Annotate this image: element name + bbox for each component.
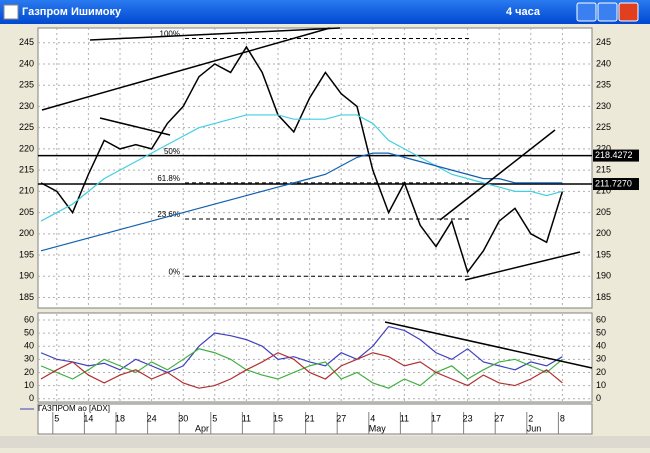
app-icon xyxy=(3,4,19,20)
series-line xyxy=(40,352,563,389)
y-tick-label: 240 xyxy=(596,58,611,68)
window-title: Газпром Ишимоку xyxy=(22,6,122,18)
maximize-button[interactable] xyxy=(597,2,618,22)
y-tick-label: 50 xyxy=(24,327,34,337)
x-tick-label: 17 xyxy=(431,413,441,423)
x-tick-label: 23 xyxy=(463,413,473,423)
x-tick-label: 5 xyxy=(54,413,59,423)
fib-label: 0% xyxy=(168,267,180,276)
x-tick-label: 8 xyxy=(560,413,565,423)
trend-line xyxy=(41,27,331,111)
level-tag xyxy=(593,149,639,162)
series-line xyxy=(40,325,563,374)
x-tick-label: 11 xyxy=(400,413,409,423)
y-tick-label: 185 xyxy=(19,292,34,302)
scrollbar[interactable] xyxy=(0,436,650,448)
y-tick-label: 60 xyxy=(24,314,34,324)
date-axis xyxy=(37,403,593,435)
y-tick-label: 40 xyxy=(24,341,34,351)
y-tick-label: 30 xyxy=(24,354,34,364)
x-tick-label: 27 xyxy=(494,413,504,423)
minimize-button[interactable] xyxy=(576,2,597,22)
y-tick-label: 245 xyxy=(596,37,611,47)
y-tick-label: 225 xyxy=(19,122,34,132)
x-tick-label: 27 xyxy=(336,413,346,423)
y-tick-label: 240 xyxy=(19,58,34,68)
y-tick-label: 230 xyxy=(596,101,611,111)
y-tick-label: 20 xyxy=(24,367,34,377)
y-tick-label: 200 xyxy=(596,228,611,238)
y-tick-label: 195 xyxy=(596,249,611,259)
legend-label: ГАЗПРОМ ао [ADX] xyxy=(38,404,110,413)
y-tick-label: 0 xyxy=(29,393,34,403)
y-tick-label: 185 xyxy=(596,292,611,302)
level-label: 218.4272 xyxy=(595,150,633,160)
y-tick-label: 245 xyxy=(19,37,34,47)
y-tick-label: 225 xyxy=(596,122,611,132)
fib-label: 50% xyxy=(164,147,180,156)
y-tick-label: 10 xyxy=(24,380,34,390)
trend-line xyxy=(439,129,556,221)
month-label: May xyxy=(369,423,387,433)
timeframe: 4 часа xyxy=(506,6,541,18)
x-tick-label: 2 xyxy=(528,413,533,423)
x-tick-label: 5 xyxy=(212,413,217,423)
indicator-pane xyxy=(37,312,593,403)
y-tick-label: 30 xyxy=(596,354,606,364)
y-tick-label: 235 xyxy=(596,80,611,90)
trend-line xyxy=(89,27,341,41)
trend-line xyxy=(99,117,171,136)
y-tick-label: 210 xyxy=(596,186,611,196)
series-line xyxy=(40,152,563,252)
series-line xyxy=(40,45,564,274)
y-tick-label: 215 xyxy=(19,164,34,174)
price-pane xyxy=(37,27,593,309)
fib-label: 100% xyxy=(160,30,180,39)
series-line xyxy=(40,114,563,222)
y-tick-label: 220 xyxy=(19,143,34,153)
y-tick-label: 215 xyxy=(596,164,611,174)
close-button[interactable] xyxy=(618,2,639,22)
series-line xyxy=(40,348,563,389)
x-tick-label: 15 xyxy=(273,413,283,423)
level-label: 211.7270 xyxy=(595,178,632,188)
fib-label: 61.8% xyxy=(157,174,180,183)
y-tick-label: 220 xyxy=(596,143,611,153)
y-tick-label: 0 xyxy=(596,393,601,403)
month-label: Apr xyxy=(195,423,209,433)
y-tick-label: 210 xyxy=(19,186,34,196)
y-tick-label: 190 xyxy=(19,271,34,281)
trend-line xyxy=(464,251,581,281)
y-tick-label: 205 xyxy=(596,207,611,217)
x-tick-label: 21 xyxy=(305,413,315,423)
x-tick-label: 14 xyxy=(83,413,93,423)
x-tick-label: 18 xyxy=(115,413,125,423)
y-tick-label: 60 xyxy=(596,314,606,324)
y-tick-label: 50 xyxy=(596,327,606,337)
y-tick-label: 190 xyxy=(596,271,611,281)
x-tick-label: 11 xyxy=(242,413,251,423)
trend-line xyxy=(384,321,593,369)
x-tick-label: 30 xyxy=(178,413,188,423)
y-tick-label: 200 xyxy=(19,228,34,238)
fib-label: 23.6% xyxy=(157,210,180,219)
x-tick-label: 4 xyxy=(370,413,375,423)
y-tick-label: 40 xyxy=(596,341,606,351)
y-tick-label: 205 xyxy=(19,207,34,217)
y-tick-label: 235 xyxy=(19,80,34,90)
y-tick-label: 10 xyxy=(596,380,606,390)
month-label: Jun xyxy=(527,423,542,433)
y-tick-label: 20 xyxy=(596,367,606,377)
x-tick-label: 24 xyxy=(147,413,157,423)
y-tick-label: 230 xyxy=(19,101,34,111)
level-tag xyxy=(593,178,639,191)
title-bar xyxy=(0,0,650,24)
y-tick-label: 195 xyxy=(19,249,34,259)
